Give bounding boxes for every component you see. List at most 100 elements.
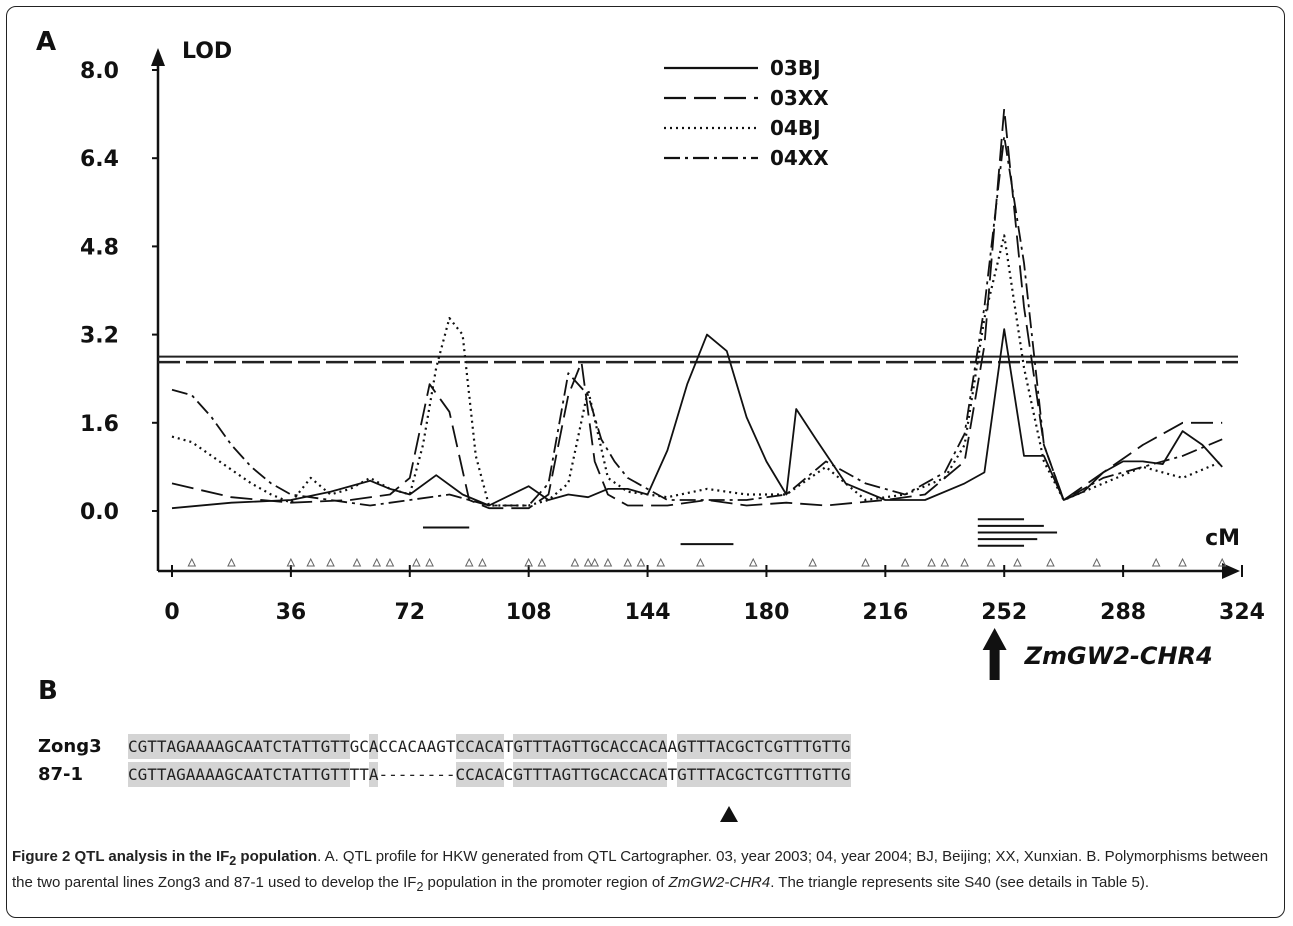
x-tick-label: 288 xyxy=(1100,600,1146,625)
marker-triangle-icon xyxy=(590,557,600,567)
x-tick-label: 180 xyxy=(743,600,789,625)
site-triangle-icon xyxy=(720,806,738,822)
marker-triangle-icon xyxy=(748,557,758,567)
y-tick-label: 4.8 xyxy=(80,235,119,260)
sequence-name: Zong3 xyxy=(38,735,102,757)
conserved-segment: CCACA xyxy=(455,733,504,759)
caption-title: Figure 2 QTL analysis in the IF2 populat… xyxy=(12,848,318,868)
conserved-segment: CCACA xyxy=(455,761,504,787)
y-tick-label: 3.2 xyxy=(80,324,119,349)
variant-segment: GC xyxy=(349,736,369,756)
x-tick-label: 324 xyxy=(1219,600,1265,625)
marker-triangle-icon xyxy=(603,557,613,567)
conserved-segment: GTTTACGCTCGTTTGTTG xyxy=(677,733,851,759)
marker-triangle-icon xyxy=(1217,557,1227,567)
gene-label: ZmGW2-CHR4 xyxy=(1024,642,1213,670)
marker-triangle-icon xyxy=(1013,557,1022,567)
caption-text-2: population in the promoter region of xyxy=(423,874,669,891)
marker-triangle-icon xyxy=(306,557,316,567)
marker-triangle-icon xyxy=(623,557,633,567)
sequence: CGTTAGAAAAGCAATCTATTGTT GC A CCACAAGT CCACA T… xyxy=(128,733,851,759)
x-tick-label: 216 xyxy=(862,600,908,625)
legend-label: 03BJ xyxy=(770,56,821,80)
marker-triangle-icon xyxy=(1178,557,1187,567)
marker-triangle-icon xyxy=(372,557,382,567)
caption-sub-2: 2 xyxy=(416,880,424,894)
figure-caption: Figure 2 QTL analysis in the IF2 populat… xyxy=(12,846,1274,898)
marker-triangle-icon xyxy=(861,557,870,567)
conserved-segment: CGTTAGAAAAGCAATCTATTGTT xyxy=(128,733,350,759)
marker-triangle-icon xyxy=(464,557,474,567)
y-tick-label: 1.6 xyxy=(80,412,119,437)
marker-triangle-icon xyxy=(656,557,666,567)
marker-triangle-icon xyxy=(524,557,533,567)
conserved-segment: A xyxy=(368,733,379,759)
conserved-segment: GTTTAGTTGCACCACA xyxy=(513,761,668,787)
marker-triangle-icon xyxy=(1151,557,1161,567)
marker-triangle-icon xyxy=(187,557,197,567)
y-tick-label: 6.4 xyxy=(80,147,119,172)
legend: 03BJ 03XX 04BJ 04XX xyxy=(664,56,829,170)
marker-triangle-icon xyxy=(808,557,817,567)
legend-label: 03XX xyxy=(770,86,829,110)
marker-triangle-icon xyxy=(286,557,296,567)
marker-triangle-icon xyxy=(385,557,395,567)
qtl-interval-bars xyxy=(422,518,1058,547)
variant-segment: TT xyxy=(349,764,369,784)
chart-axes: 8.0 6.4 4.8 3.2 1.6 0.0 LOD 0 36 72 108 144 180 216 25… xyxy=(80,39,1265,625)
caption-text-1: . A. QTL profile for HKW generated from … xyxy=(12,848,1269,891)
x-axis-arrow-icon xyxy=(1222,563,1240,579)
caption-title-sub: 2 xyxy=(229,854,237,868)
conserved-segment: CGTTAGAAAAGCAATCTATTGTT xyxy=(128,761,350,787)
y-axis-arrow-icon xyxy=(151,48,165,66)
marker-triangle-icon xyxy=(927,557,936,567)
x-tick-label: 36 xyxy=(276,600,307,625)
marker-triangle-icon xyxy=(900,557,910,567)
series-layer xyxy=(171,107,1223,510)
series-line-04BJ xyxy=(171,234,1223,507)
marker-triangle-icon xyxy=(986,557,996,567)
series-line-03XX xyxy=(171,107,1223,510)
caption-title-prefix: Figure 2 QTL analysis in the IF xyxy=(12,848,230,865)
variant-segment: A xyxy=(667,736,678,756)
marker-triangle-icon xyxy=(1092,557,1101,567)
x-tick-label: 0 xyxy=(164,600,179,625)
y-tick-label: 8.0 xyxy=(80,59,119,84)
sequence-row: 87-1 CGTTAGAAAAGCAATCTATTGTT TT A -------- CC… xyxy=(38,760,851,788)
marker-triangles xyxy=(187,557,1227,567)
conserved-segment: GTTTAGTTGCACCACA xyxy=(513,733,668,759)
marker-triangle-icon xyxy=(412,557,421,567)
gene-annotation: ZmGW2-CHR4 xyxy=(982,628,1213,680)
qtl-chart: A 8.0 6.4 4.8 3.2 1.6 0.0 LOD 0 36 72 108 144 180 216… xyxy=(36,27,1265,680)
marker-triangle-icon xyxy=(583,557,593,567)
caption-text-3: . The triangle represents site S40 (see … xyxy=(770,874,1150,891)
caption-title-suffix: population xyxy=(236,848,318,865)
caption-gene: ZmGW2-CHR4 xyxy=(668,874,771,891)
legend-label: 04BJ xyxy=(770,116,821,140)
series-line-04XX xyxy=(171,135,1223,507)
marker-triangle-icon xyxy=(352,557,362,567)
marker-triangle-icon xyxy=(940,557,950,567)
marker-triangle-icon xyxy=(570,557,580,567)
marker-triangle-icon xyxy=(425,557,434,567)
variant-segment: T xyxy=(503,736,514,756)
marker-triangle-icon xyxy=(478,557,487,567)
sequence: CGTTAGAAAAGCAATCTATTGTT TT A -------- CCACA C… xyxy=(128,761,851,787)
panel-b-label: B xyxy=(38,676,58,706)
variant-segment: C xyxy=(503,764,514,784)
legend-label: 04XX xyxy=(770,146,829,170)
conserved-segment: GTTTACGCTCGTTTGTTG xyxy=(677,761,851,787)
panel-a-label: A xyxy=(36,27,56,57)
x-tick-label: 144 xyxy=(625,600,671,625)
sequence-name: 87-1 xyxy=(38,763,84,785)
variant-segment: T xyxy=(667,764,678,784)
marker-triangle-icon xyxy=(696,557,705,567)
marker-triangle-icon xyxy=(636,557,646,567)
sequence-row: Zong3 CGTTAGAAAAGCAATCTATTGTT GC A CCACAAGT C… xyxy=(38,732,851,760)
variant-segment: CCACAAGT xyxy=(378,736,456,756)
marker-triangle-icon xyxy=(326,557,335,567)
x-tick-label: 108 xyxy=(506,600,552,625)
x-tick-label: 72 xyxy=(394,600,425,625)
variant-segment: -------- xyxy=(378,764,456,784)
marker-triangle-icon xyxy=(537,557,547,567)
